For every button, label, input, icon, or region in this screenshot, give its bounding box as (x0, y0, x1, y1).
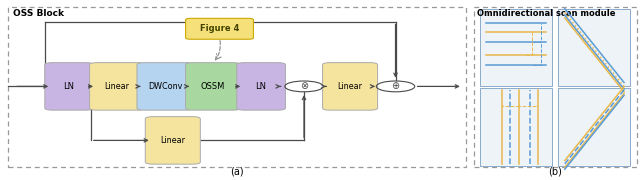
Text: ⊗: ⊗ (300, 81, 308, 91)
FancyBboxPatch shape (480, 9, 552, 86)
Text: Linear: Linear (337, 82, 363, 91)
FancyBboxPatch shape (558, 9, 630, 86)
FancyBboxPatch shape (137, 63, 193, 110)
Text: LN: LN (255, 82, 267, 91)
Text: (a): (a) (230, 166, 244, 176)
Text: Linear: Linear (160, 136, 186, 145)
Text: Figure 4: Figure 4 (200, 24, 239, 33)
FancyBboxPatch shape (186, 63, 241, 110)
Text: DWConv: DWConv (148, 82, 182, 91)
Text: OSS Block: OSS Block (13, 9, 64, 18)
FancyBboxPatch shape (558, 88, 630, 166)
FancyBboxPatch shape (145, 117, 200, 164)
FancyBboxPatch shape (45, 63, 93, 110)
Text: (b): (b) (548, 166, 562, 176)
FancyBboxPatch shape (90, 63, 145, 110)
FancyBboxPatch shape (186, 18, 253, 39)
Text: Omnidirectional scan module: Omnidirectional scan module (477, 9, 616, 18)
Text: LN: LN (63, 82, 75, 91)
FancyBboxPatch shape (480, 88, 552, 166)
FancyBboxPatch shape (237, 63, 285, 110)
Text: OSSM: OSSM (201, 82, 225, 91)
FancyBboxPatch shape (323, 63, 378, 110)
Text: Linear: Linear (104, 82, 130, 91)
Text: ⊕: ⊕ (392, 81, 399, 91)
